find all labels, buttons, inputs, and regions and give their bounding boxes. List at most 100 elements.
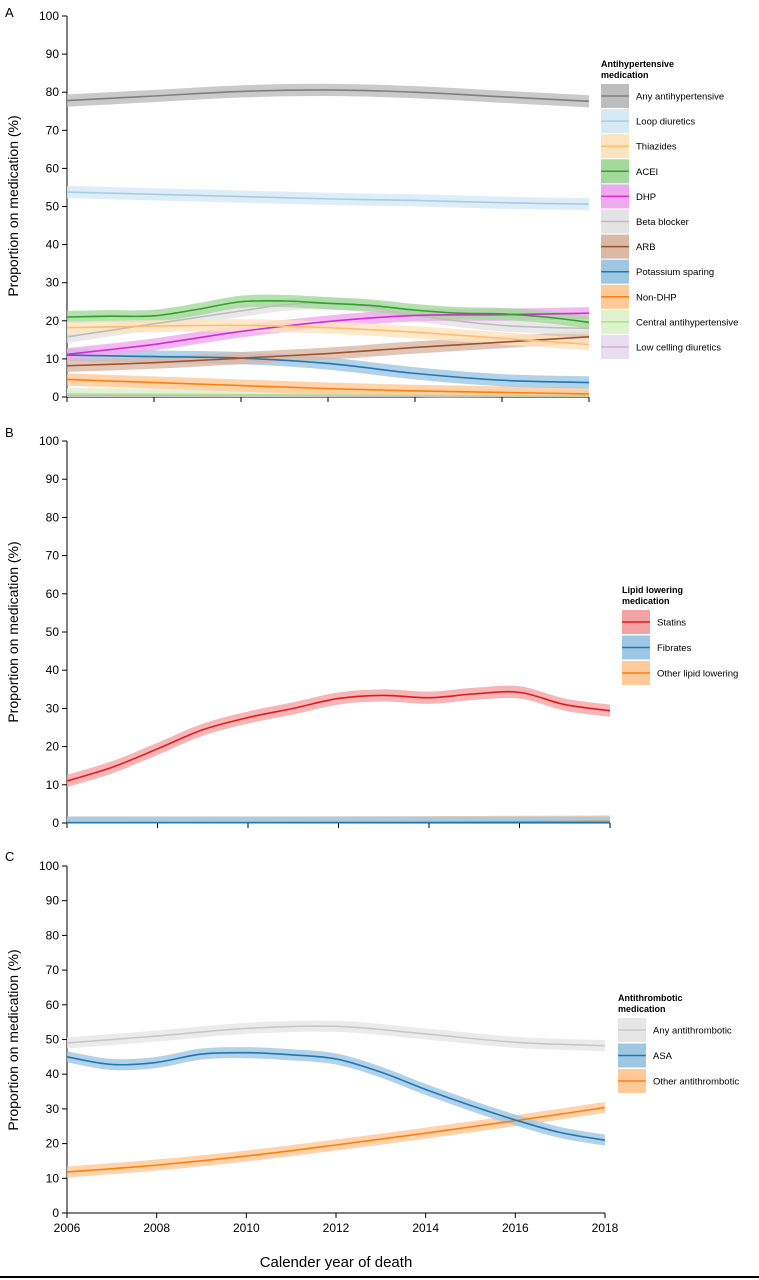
panel-a-y-tick-label: 50 [46, 200, 60, 214]
panel-a-x-axis [66, 396, 590, 402]
panel-b-legend-item-statins: Statins [622, 610, 686, 634]
panel-a-y-tick-label: 40 [46, 238, 60, 252]
panel-b-y-tick-label: 30 [46, 701, 60, 715]
panel-a-letter: A [5, 5, 14, 20]
panel-b-y-tick-label: 100 [39, 434, 59, 448]
panel-b-line-statins [66, 690, 611, 782]
panel-b-y-tick-label: 50 [46, 625, 60, 639]
panel-b-ylabel: Proportion on medication (%) [5, 541, 21, 722]
panel-c-band-other-antithrombotic [67, 1101, 605, 1178]
panel-c-y-tick-label: 60 [46, 998, 60, 1012]
panel-b-legend-item-other-lipid-lowering: Other lipid lowering [622, 661, 738, 685]
panel-a-legend-label-low-celling-diuretics: Low celling diuretics [636, 343, 721, 354]
panel-c-y-tick-label: 80 [46, 928, 60, 942]
panel-a-y-tick-label: 80 [46, 85, 60, 99]
panel-a-line-any-antihypertensive [66, 89, 590, 103]
panel-c-letter: C [5, 849, 14, 864]
panel-a-legend-item-any-antihypertensive: Any antihypertensive [601, 84, 724, 108]
panel-c-y-tick-label: 100 [39, 859, 59, 873]
panel-c-line-any-antithrombotic [66, 1025, 606, 1047]
panel-b-series-group [66, 685, 611, 824]
panel-c-y-axis: 0 10 20 30 40 50 60 70 80 90 100 [39, 859, 68, 1220]
panel-a-series-group [66, 83, 590, 398]
panel-a-line-non-dhp [66, 378, 590, 395]
panel-a-legend-item-potassium-sparing: Potassium sparing [601, 259, 714, 284]
panel-a-y-tick-label: 100 [39, 9, 59, 23]
panel-b-y-tick-label: 20 [46, 740, 60, 754]
panel-a-band-any-antihypertensive [67, 83, 589, 108]
panel-c-y-tick-label: 50 [46, 1033, 60, 1047]
panel-c-legend: Any antithrombotic ASA Other antithromboti… [618, 1018, 739, 1093]
panel-a-legend-item-arb: ARB [601, 234, 656, 259]
panel-c-legend-item-any-antithrombotic: Any antithrombotic [618, 1018, 732, 1042]
panel-c-band-asa [67, 1047, 605, 1146]
panel-a-legend-item-thiazides: Thiazides [601, 134, 677, 159]
panel-a-legend-title-line2: medication [601, 70, 649, 80]
panel-c-x-tick-label: 2014 [412, 1221, 439, 1235]
panel-c-line-asa [66, 1051, 606, 1141]
panel-c-y-tick-label: 20 [46, 1137, 60, 1151]
panel-b-legend-label-statins: Statins [657, 618, 686, 629]
panel-c-x-tick-label: 2008 [143, 1221, 170, 1235]
panel-a-legend: Any antihypertensive Loop diuretics Thiazi… [601, 84, 738, 359]
panel-b-legend-title-line1: Lipid lowering [622, 585, 683, 595]
panel-b-y-tick-label: 90 [46, 472, 60, 486]
panel-a-y-tick-label: 10 [46, 352, 60, 366]
panel-a-y-axis: 0 10 20 30 40 50 60 70 80 90 100 [39, 9, 68, 404]
panel-a-legend-label-loop-diuretics: Loop diuretics [636, 117, 695, 128]
panel-c-x-tick-label: 2010 [233, 1221, 260, 1235]
panel-a-legend-label-beta-blocker: Beta blocker [636, 217, 689, 228]
panel-a-legend-label-thiazides: Thiazides [636, 142, 677, 153]
panel-a-legend-item-non-dhp: Non-DHP [601, 284, 677, 309]
panel-c-y-tick-label: 70 [46, 963, 60, 977]
panel-a-band-thiazides [67, 319, 589, 351]
panel-c-y-tick-label: 10 [46, 1171, 60, 1185]
panel-b-legend-title-line2: medication [622, 596, 670, 606]
panel-a-line-central-antihypertensive [66, 393, 590, 397]
panel-b-legend-label-fibrates: Fibrates [657, 643, 692, 654]
panel-a-legend-title-line1: Antihypertensive [601, 59, 674, 69]
panel-a-line-loop-diuretics [66, 191, 590, 206]
panel-c-legend-title-line2: medication [618, 1004, 666, 1014]
panel-c-y-tick-label: 0 [52, 1206, 59, 1220]
panel-c-legend-label-asa: ASA [653, 1051, 673, 1062]
panel-a-ylabel: Proportion on medication (%) [5, 115, 21, 296]
panel-a-line-acei [66, 299, 590, 324]
panel-a-legend-label-arb: ARB [636, 242, 656, 253]
panel-a: A Proportion on medication (%) Antihyper… [5, 5, 738, 404]
panel-b-y-tick-label: 60 [46, 587, 60, 601]
panel-b-legend: Statins Fibrates Other lipid lowering [622, 610, 738, 685]
panel-b-y-tick-label: 70 [46, 549, 60, 563]
panel-c-y-tick-label: 40 [46, 1067, 60, 1081]
panel-a-legend-item-central-antihypertensive: Central antihypertensive [601, 309, 738, 334]
x-axis-label: Calender year of death [260, 1254, 413, 1271]
panel-c-x-tick-label: 2012 [323, 1221, 350, 1235]
panel-c-y-tick-label: 90 [46, 894, 60, 908]
panel-b-letter: B [5, 425, 14, 440]
panel-a-plot: 0 10 20 30 40 50 60 70 80 90 100 Any antihypertensi… [39, 9, 738, 404]
panel-b-legend-item-fibrates: Fibrates [622, 635, 692, 660]
panel-c-series-group [66, 1020, 606, 1178]
panel-c-ylabel: Proportion on medication (%) [5, 949, 21, 1130]
panel-a-band-acei [67, 294, 589, 329]
panel-c-legend-item-asa: ASA [618, 1043, 673, 1068]
panel-a-legend-item-beta-blocker: Beta blocker [601, 209, 689, 234]
panel-a-y-tick-label: 30 [46, 276, 60, 290]
panel-c-legend-label-other-antithrombotic: Other antithrombotic [653, 1077, 739, 1088]
panel-b-y-tick-label: 40 [46, 663, 60, 677]
panel-a-y-tick-label: 70 [46, 123, 60, 137]
panel-a-line-thiazides [66, 324, 590, 346]
panel-c-legend-label-any-antithrombotic: Any antithrombotic [653, 1026, 732, 1037]
panel-b: B Proportion on medication (%) Lipid low… [5, 425, 738, 830]
panel-c: C Proportion on medication (%) Antithrom… [5, 849, 739, 1235]
panel-a-line-potassium-sparing [66, 354, 590, 384]
panel-c-legend-item-other-antithrombotic: Other antithrombotic [618, 1069, 739, 1093]
panel-a-y-tick-label: 20 [46, 314, 60, 328]
panel-a-y-tick-label: 0 [52, 390, 59, 404]
panel-a-y-tick-label: 90 [46, 47, 60, 61]
panel-b-y-tick-label: 10 [46, 778, 60, 792]
panel-b-plot: 0 10 20 30 40 50 60 70 80 90 100 Statins Fibrates Oth… [39, 434, 738, 830]
panel-a-legend-label-potassium-sparing: Potassium sparing [636, 267, 714, 278]
panel-c-x-tick-label: 2006 [54, 1221, 81, 1235]
